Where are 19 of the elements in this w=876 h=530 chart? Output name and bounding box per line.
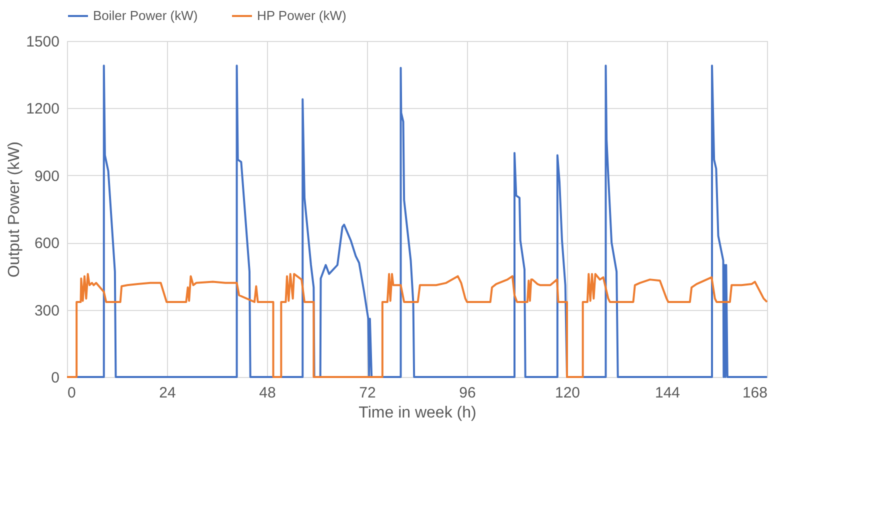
y-tick-label: 900	[34, 168, 60, 185]
y-tick-label: 0	[51, 370, 60, 386]
y-tick-label: 600	[34, 235, 60, 252]
x-axis-title: Time in week (h)	[358, 404, 476, 422]
legend-label: HP Power (kW)	[257, 8, 346, 23]
x-tick-label: 48	[259, 384, 276, 402]
x-tick-label: 120	[554, 384, 580, 402]
legend-label: Boiler Power (kW)	[93, 8, 198, 23]
y-axis-title: Output Power (kW)	[6, 141, 24, 278]
x-tick-label: 24	[159, 384, 176, 402]
x-tick-label: 168	[742, 384, 768, 402]
x-tick-label: 144	[654, 384, 680, 402]
x-tick-label: 0	[68, 384, 76, 402]
y-tick-label: 1500	[26, 34, 60, 50]
x-tick-label: 96	[459, 384, 476, 402]
y-tick-label: 300	[34, 302, 60, 320]
line-series	[66, 272, 768, 378]
x-tick-label: 72	[359, 384, 376, 402]
y-tick-label: 1200	[26, 100, 60, 118]
